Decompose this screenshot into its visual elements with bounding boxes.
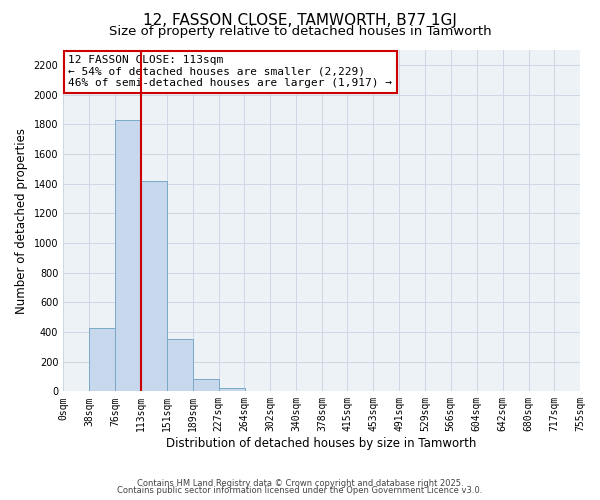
Text: 12 FASSON CLOSE: 113sqm
← 54% of detached houses are smaller (2,229)
46% of semi: 12 FASSON CLOSE: 113sqm ← 54% of detache… <box>68 55 392 88</box>
Text: Size of property relative to detached houses in Tamworth: Size of property relative to detached ho… <box>109 25 491 38</box>
Bar <box>167 338 193 392</box>
Bar <box>140 180 167 392</box>
Bar <box>115 120 141 392</box>
X-axis label: Distribution of detached houses by size in Tamworth: Distribution of detached houses by size … <box>166 437 477 450</box>
Bar <box>218 388 245 392</box>
Y-axis label: Number of detached properties: Number of detached properties <box>15 128 28 314</box>
Bar <box>193 380 218 392</box>
Text: Contains HM Land Registry data © Crown copyright and database right 2025.: Contains HM Land Registry data © Crown c… <box>137 478 463 488</box>
Text: 12, FASSON CLOSE, TAMWORTH, B77 1GJ: 12, FASSON CLOSE, TAMWORTH, B77 1GJ <box>143 12 457 28</box>
Bar <box>89 328 115 392</box>
Text: Contains public sector information licensed under the Open Government Licence v3: Contains public sector information licen… <box>118 486 482 495</box>
